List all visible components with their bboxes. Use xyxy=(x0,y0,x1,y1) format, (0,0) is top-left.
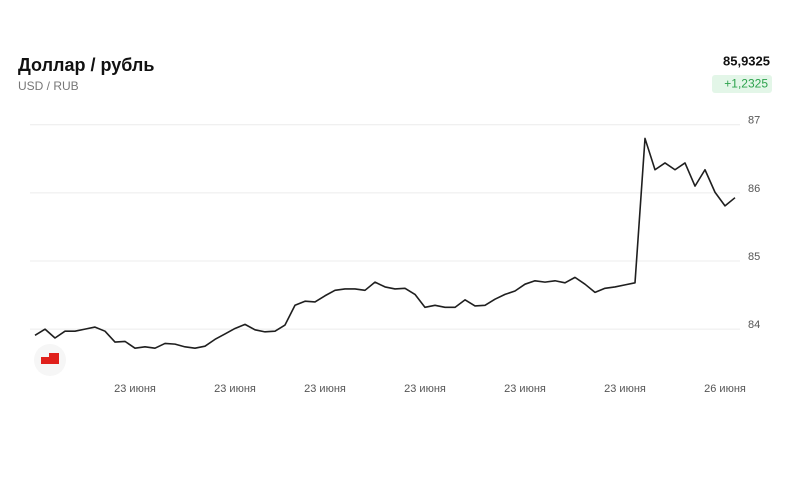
x-tick-label: 23 июня xyxy=(404,383,446,395)
price-line xyxy=(34,137,736,350)
change: +1,2325 xyxy=(724,77,768,91)
x-tick-label: 23 июня xyxy=(504,383,546,395)
icon xyxy=(41,357,59,364)
change-badge xyxy=(712,75,772,93)
x-tick-label: 23 июня xyxy=(304,383,346,395)
x-tick-label: 23 июня xyxy=(114,383,156,395)
x-tick-label: 23 июня xyxy=(604,383,646,395)
chart-title: Доллар / рубль xyxy=(18,55,154,75)
y-tick-label: 85 xyxy=(748,251,760,263)
chart-subtitle: USD / RUB xyxy=(18,79,79,93)
icon xyxy=(49,353,59,358)
y-tick-label: 87 xyxy=(748,115,760,127)
y-tick-label: 86 xyxy=(748,183,760,195)
price: 85,9325 xyxy=(723,53,770,68)
x-tick-label: 26 июня xyxy=(704,383,746,395)
y-tick-label: 84 xyxy=(748,319,760,331)
x-tick-label: 23 июня xyxy=(214,383,256,395)
